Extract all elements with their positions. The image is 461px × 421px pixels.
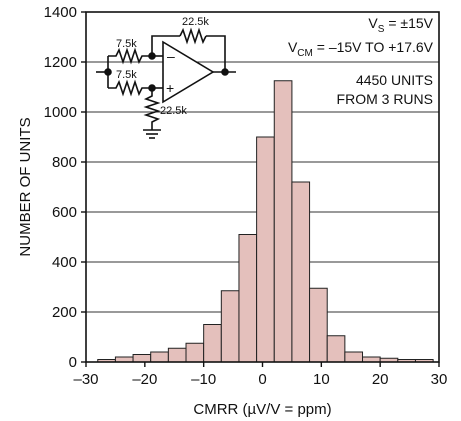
x-tick-label: –10 — [191, 371, 216, 388]
supply-annotation: VS = ±15V VCM = –15V TO +17.6V 4450 UNIT… — [288, 15, 434, 107]
histogram-bar — [150, 351, 169, 363]
y-tick-label: 1000 — [44, 104, 77, 121]
histogram-bar — [326, 335, 346, 363]
feedback-wire-right — [206, 35, 226, 72]
y-tick-label: 1200 — [44, 54, 77, 71]
y-tick-label: 400 — [52, 254, 77, 271]
units-annotation-line2: FROM 3 RUNS — [337, 91, 433, 107]
y-tick-label: 800 — [52, 154, 77, 171]
units-annotation-line1: 4450 UNITS — [356, 72, 433, 88]
x-tick-label: –20 — [132, 371, 157, 388]
histogram-bar — [185, 342, 205, 363]
y-tick-label: 600 — [52, 204, 77, 221]
ground-resistor — [143, 88, 161, 130]
vcm-value: = –15V TO +17.6V — [313, 39, 434, 55]
histogram-bar — [220, 290, 240, 363]
histogram-bar — [132, 354, 152, 363]
histogram-bar — [273, 80, 293, 363]
input-resistor-top — [108, 47, 152, 65]
y-tick-label: 1400 — [44, 4, 77, 21]
y-axis-ticks: 0 200 400 600 800 1000 1200 1400 — [44, 4, 86, 371]
histogram-bar — [309, 287, 328, 363]
histogram-bar — [238, 234, 258, 363]
vs-value: = ±15V — [384, 15, 433, 31]
x-axis-label: CMRR (µV/V = ppm) — [193, 401, 331, 418]
input-resistor-bottom — [108, 79, 152, 97]
feedback-resistor-label: 22.5k — [182, 16, 209, 28]
vcm-annotation: VCM = –15V TO +17.6V — [288, 39, 434, 59]
histogram-bar — [167, 347, 187, 363]
input-resistor-bottom-label: 7.5k — [116, 69, 137, 81]
histogram-bar — [291, 181, 311, 363]
vs-subscript: S — [378, 24, 385, 35]
histogram-bar — [344, 351, 364, 363]
histogram-bar — [203, 324, 222, 363]
vs-annotation: VS = ±15V — [368, 15, 433, 35]
y-axis-label: NUMBER OF UNITS — [17, 117, 34, 256]
ground-resistor-label: 22.5k — [160, 105, 187, 117]
vcm-symbol: V — [288, 39, 298, 55]
y-tick-label: 0 — [69, 354, 77, 371]
input-resistor-top-label: 7.5k — [116, 38, 137, 50]
noninverting-sign: + — [166, 80, 174, 96]
histogram-bars — [97, 80, 434, 363]
y-tick-label: 200 — [52, 304, 77, 321]
x-tick-label: 20 — [372, 371, 389, 388]
histogram-bar — [256, 136, 275, 363]
vcm-subscript: CM — [297, 48, 313, 59]
x-tick-label: 30 — [431, 371, 448, 388]
x-tick-label: 10 — [313, 371, 330, 388]
feedback-resistor — [179, 27, 207, 45]
op-amp-symbol — [162, 40, 215, 104]
circuit-schematic — [96, 27, 236, 139]
circuit-labels: 22.5k 7.5k 7.5k 22.5k – + — [116, 16, 209, 117]
input-node — [104, 68, 112, 76]
x-tick-label: –30 — [73, 371, 98, 388]
vs-symbol: V — [368, 15, 378, 31]
x-axis-ticks: –30 –20 –10 0 10 20 30 — [73, 362, 447, 388]
inverting-sign: – — [167, 48, 175, 64]
x-tick-label: 0 — [258, 371, 266, 388]
feedback-wire-left — [151, 35, 180, 56]
